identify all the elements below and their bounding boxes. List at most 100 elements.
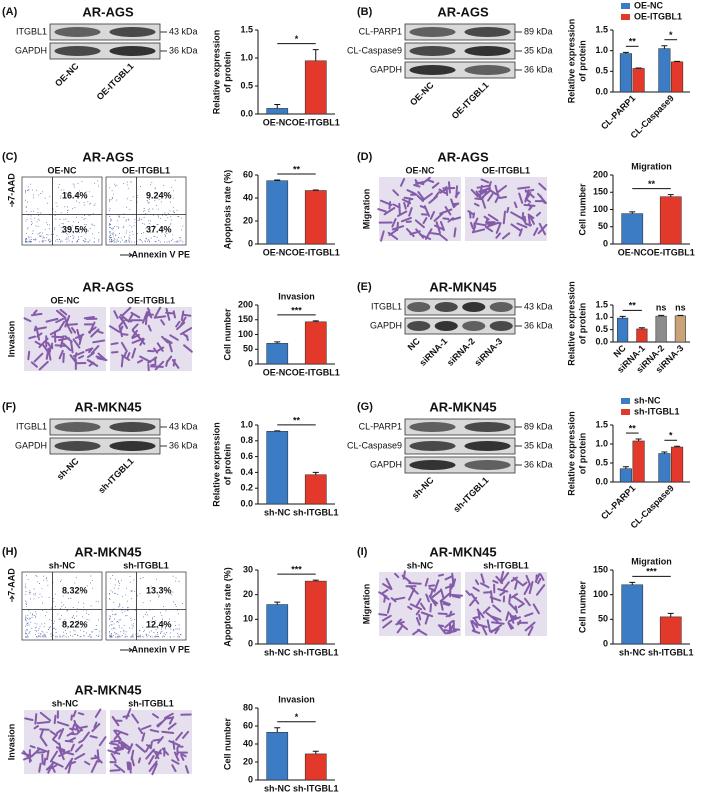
panel-label: (G) [357, 401, 373, 413]
significance-label: ** [648, 179, 656, 189]
x-tick-label: OE-NC [263, 367, 293, 377]
column-label: sh-NC [407, 560, 434, 570]
panel-title: AR-AGS [82, 4, 134, 19]
bar [632, 440, 645, 483]
error-bar [661, 451, 668, 454]
quadrant-value: 16.4% [62, 190, 88, 200]
y-tick-label: 40 [243, 738, 253, 748]
error-bar [635, 438, 642, 441]
panel: (C) AR-AGS OE-NC 16.4% 39.5% OE-ITGBL1 9.24% 37… [2, 149, 340, 259]
y-tick-label: 0.6 [240, 451, 253, 461]
blot-row-label: ITGBL1 [16, 421, 47, 431]
y-axis-label: Cell number [577, 183, 587, 236]
blot-band [54, 27, 101, 37]
y-axis-label: of protein [577, 433, 587, 475]
bar [619, 468, 632, 483]
blot-band [409, 65, 456, 75]
lane-label: sh-ITGBL1 [96, 456, 135, 495]
y-axis-label: Relative expression [566, 411, 576, 496]
y-tick-label: 1.0 [595, 45, 608, 55]
bar [621, 213, 644, 245]
x-tick-label: OE-NC [263, 117, 293, 127]
bar [671, 446, 684, 483]
column-label: OE-NC [48, 165, 78, 175]
panel-title: AR-MKN45 [429, 544, 496, 559]
blot-band [407, 302, 431, 312]
blot-row-label: CL-PARP1 [359, 26, 402, 36]
panel-title: AR-AGS [437, 149, 489, 164]
quadrant-value: 39.5% [62, 224, 88, 234]
y-tick-label: 60 [243, 720, 253, 730]
micrograph [24, 710, 106, 774]
size-label: 36 kDa [169, 45, 198, 55]
panel-title: AR-AGS [437, 4, 489, 19]
blot-band [409, 422, 456, 432]
bar [304, 474, 327, 505]
x-tick-label: OE-ITGBL1 [292, 367, 340, 377]
y-tick-label: 0.0 [595, 86, 608, 96]
blot-band [409, 460, 456, 470]
significance-label: *** [291, 305, 302, 315]
size-label: 35 kDa [524, 440, 553, 450]
flow-plot [21, 571, 103, 641]
bar [304, 753, 327, 781]
y-tick-label: 0.8 [240, 435, 253, 445]
x-tick-label: OE-ITGBL1 [647, 247, 695, 257]
blot-band [109, 422, 156, 432]
panel-label: (C) [2, 151, 18, 163]
error-bar [312, 750, 319, 754]
flow-plot [21, 176, 103, 246]
legend-swatch [621, 409, 630, 415]
size-label: 36 kDa [169, 440, 198, 450]
event-dots [25, 575, 100, 638]
error-bar [312, 320, 319, 322]
blot-band [434, 321, 458, 331]
panel: (H) AR-MKN45sh-NC8.32%8.22%sh-ITGBL113.3%… [2, 544, 339, 657]
significance-label: * [669, 30, 673, 40]
y-axis-label: of protein [222, 444, 232, 486]
bar [304, 60, 327, 115]
quadrant-value: 37.4% [146, 224, 172, 234]
blot-row-label: GAPDH [15, 45, 47, 55]
y-tick-label: 0.0 [240, 498, 253, 508]
blot-band [109, 27, 156, 37]
significance-label: ** [629, 37, 637, 47]
bar [674, 315, 686, 343]
blot-row-label: CL-Caspase9 [347, 45, 402, 55]
event-dots [109, 575, 183, 638]
lane-label: siRNA-1 [418, 336, 450, 368]
x-tick-label: sh-NC [264, 647, 291, 657]
significance-label: ** [629, 301, 637, 311]
y-tick-label: 150 [593, 564, 608, 574]
cells [378, 570, 464, 636]
axis-arrow [9, 595, 15, 602]
y-axis-label: Cell number [577, 581, 587, 634]
panel-title: AR-MKN45 [74, 399, 141, 414]
axis-arrow [9, 200, 15, 207]
y-tick-label: 150 [593, 187, 608, 197]
y-tick-label: 10 [243, 614, 253, 624]
bar [304, 580, 327, 645]
y-tick-label: 0 [603, 238, 608, 248]
x-tick-label: CL-PARP1 [599, 483, 637, 521]
chart-title: Migration [631, 161, 672, 171]
blot-band [409, 441, 456, 451]
y-tick-label: 80 [243, 702, 253, 712]
blot-band [464, 46, 511, 56]
y-tick-label: 0.4 [240, 467, 253, 477]
panel-label: (H) [2, 546, 18, 558]
blot-band [464, 27, 511, 37]
y-tick-label: 1.5 [240, 24, 253, 34]
x-tick-label: OE-NC [618, 247, 648, 257]
significance-label: ** [293, 164, 301, 174]
significance-label: *** [291, 564, 302, 574]
lane-label: siRNA-3 [473, 336, 505, 368]
x-tick-label: sh-NC [264, 507, 291, 517]
y-tick-label: 0 [248, 638, 253, 648]
blot-band [409, 46, 456, 56]
lane-label: sh-NC [410, 475, 436, 501]
y-tick-label: 0 [248, 774, 253, 784]
